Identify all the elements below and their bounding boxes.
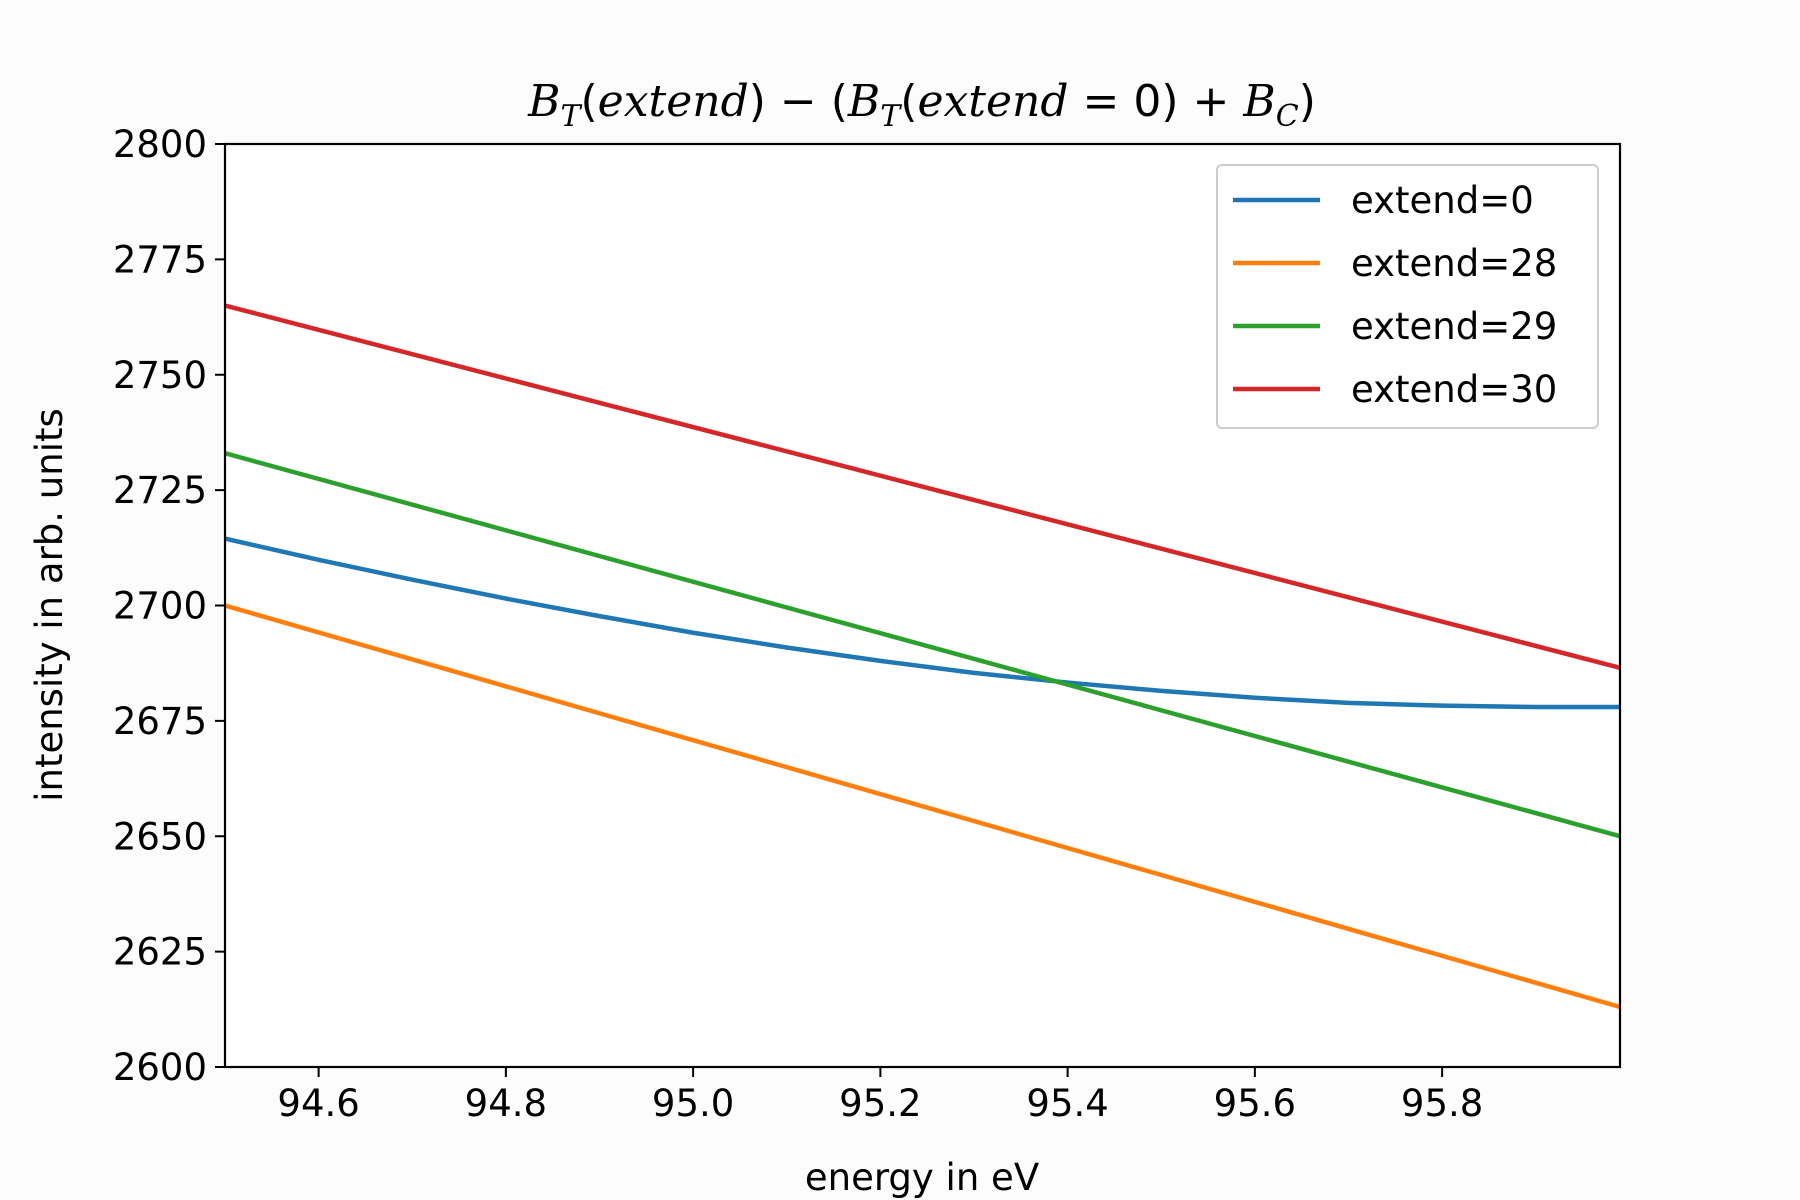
x-tick-label-4: 95.4 — [1026, 1082, 1108, 1125]
title-sub-c: C — [1276, 99, 1299, 134]
legend-box — [1216, 164, 1599, 429]
y-tick-label-5: 2725 — [113, 469, 207, 512]
legend-label-1: extend=28 — [1351, 242, 1557, 285]
series-layer — [225, 303, 1620, 1010]
title-plus: + — [1179, 76, 1244, 127]
y-tick-label-6: 2750 — [113, 354, 207, 397]
chart-title: BT(extend) − (BT(extend = 0) + BC) — [527, 76, 1316, 134]
axes-layer: 94.6 94.8 95.0 95.2 95.4 95.6 95.8 2600 2625 2650… — [113, 123, 1622, 1125]
x-tick-label-5: 95.6 — [1214, 1082, 1296, 1125]
series-line-2 — [225, 451, 1620, 839]
title-sub-t: T — [560, 99, 582, 134]
x-tick-label-2: 95.0 — [652, 1082, 734, 1125]
title-minus: − ( — [766, 76, 848, 127]
series-line-0 — [225, 536, 1620, 710]
title-eq-zero: = 0 — [1069, 76, 1162, 127]
series-line-3 — [225, 303, 1620, 670]
x-tick-label-6: 95.8 — [1401, 1082, 1483, 1125]
y-tick-label-0: 2600 — [113, 1046, 207, 1089]
title-open-paren-2: ( — [900, 76, 917, 127]
title-extend-2: extend — [917, 76, 1068, 127]
title-extend: extend — [598, 76, 749, 127]
legend-label-2: extend=29 — [1351, 305, 1557, 348]
y-tick-label-3: 2675 — [113, 700, 207, 743]
x-axis-label: energy in eV — [805, 1156, 1039, 1199]
y-tick-label-7: 2775 — [113, 238, 207, 281]
legend: extend=0 extend=28 extend=29 extend=30 — [1216, 164, 1599, 429]
legend-label-3: extend=30 — [1351, 368, 1557, 411]
x-tick-label-3: 95.2 — [839, 1082, 921, 1125]
title-b-t: B — [527, 76, 560, 127]
title-open-paren: ( — [580, 76, 597, 127]
series-line-1 — [225, 603, 1620, 1010]
title-final-paren: ) — [1299, 76, 1316, 127]
x-tick-label-1: 94.8 — [465, 1082, 547, 1125]
title-b-t-2: B — [847, 76, 880, 127]
title-close-paren: ) — [749, 76, 766, 127]
y-tick-label-1: 2625 — [113, 931, 207, 974]
title-sub-t-2: T — [880, 99, 902, 134]
y-axis-label: intensity in arb. units — [28, 408, 71, 802]
legend-label-0: extend=0 — [1351, 179, 1534, 222]
x-tick-label-0: 94.6 — [277, 1082, 359, 1125]
y-tick-label-4: 2700 — [113, 585, 207, 628]
y-tick-label-2: 2650 — [113, 815, 207, 858]
title-b-c: B — [1242, 76, 1275, 127]
y-tick-label-8: 2800 — [113, 123, 207, 166]
title-close-paren-2: ) — [1161, 76, 1178, 127]
